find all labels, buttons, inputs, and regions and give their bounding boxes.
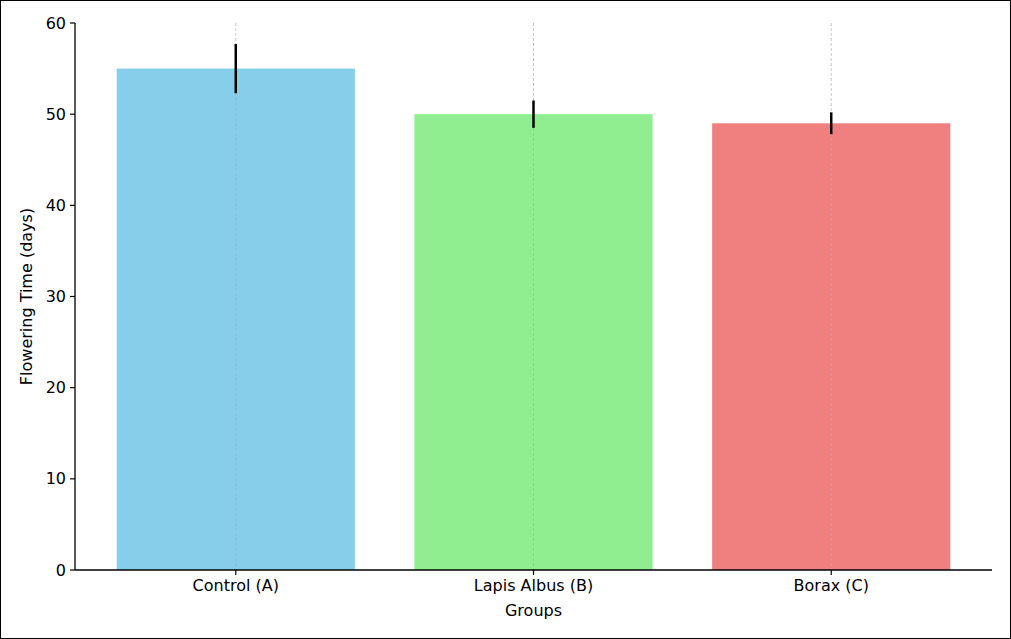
x-tick-label: Borax (C): [794, 576, 869, 595]
y-tick: [70, 296, 75, 297]
y-tick: [70, 387, 75, 388]
x-tick: [533, 570, 534, 575]
x-axis-label: Groups: [505, 601, 562, 620]
grid-line: [235, 23, 236, 570]
y-tick: [70, 205, 75, 206]
x-tick-label: Lapis Albus (B): [474, 576, 593, 595]
y-tick-label: 20: [46, 378, 66, 397]
y-tick-label: 60: [46, 14, 66, 33]
plot-area: [117, 23, 951, 570]
y-tick-label: 40: [46, 196, 66, 215]
grid-line: [831, 23, 832, 570]
y-tick: [70, 478, 75, 479]
x-tick-label: Control (A): [193, 576, 279, 595]
y-tick-label: 0: [56, 561, 66, 580]
y-tick-label: 30: [46, 287, 66, 306]
x-tick: [235, 570, 236, 575]
chart: 0 10 20 30 40 50 60 Control (A) Lapis Albus (B) B…: [0, 0, 1011, 639]
y-tick: [70, 22, 75, 23]
x-tick: [831, 570, 832, 575]
grid-line: [533, 23, 534, 570]
y-tick: [70, 114, 75, 115]
y-tick: [70, 569, 75, 570]
y-tick-label: 10: [46, 469, 66, 488]
y-tick-label: 50: [46, 105, 66, 124]
error-bar: [235, 44, 238, 93]
bar: [414, 114, 652, 570]
y-axis-label: Flowering Time (days): [17, 208, 36, 385]
error-bar: [830, 112, 833, 134]
error-bar: [532, 100, 535, 127]
